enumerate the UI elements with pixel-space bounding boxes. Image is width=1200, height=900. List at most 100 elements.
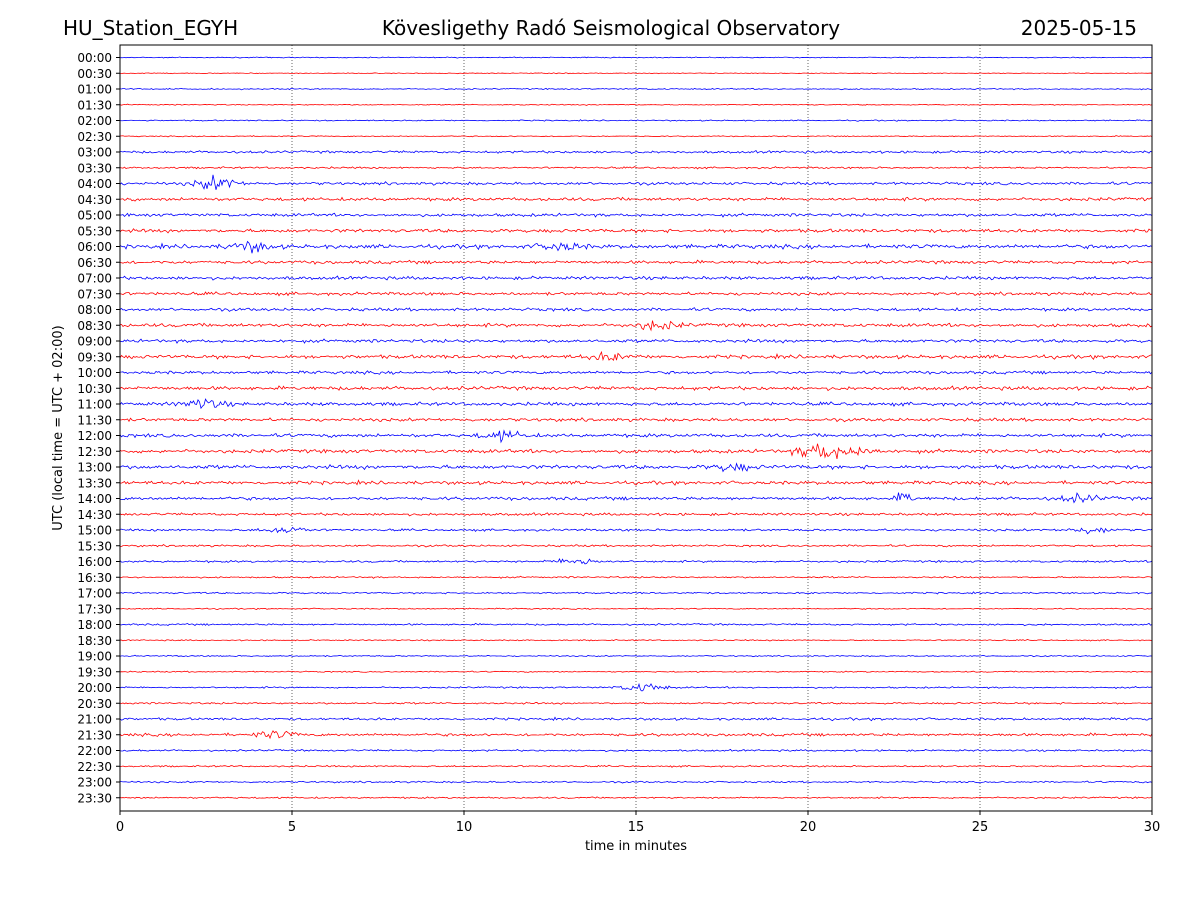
trace-0600 — [119, 240, 1153, 254]
y-tick-label-0400: 04:00 — [77, 177, 112, 191]
trace-0130 — [119, 103, 1153, 106]
trace-0900 — [119, 338, 1153, 344]
y-tick-label-1630: 16:30 — [77, 571, 112, 585]
trace-0800 — [119, 307, 1153, 312]
y-tick-label-1600: 16:00 — [77, 555, 112, 569]
grid-lines — [291, 45, 981, 811]
trace-2000 — [119, 682, 1153, 692]
trace-layer — [119, 56, 1153, 800]
date-label: 2025-05-15 — [1020, 16, 1137, 40]
trace-1600 — [119, 558, 1153, 565]
trace-1230 — [119, 443, 1152, 459]
x-axis-label: time in minutes — [585, 839, 687, 854]
y-tick-label-2100: 21:00 — [77, 713, 112, 727]
y-tick-label-1330: 13:30 — [77, 476, 112, 490]
y-tick-label-1830: 18:30 — [77, 634, 112, 648]
y-tick-label-1800: 18:00 — [77, 618, 112, 632]
trace-2030 — [119, 701, 1153, 705]
trace-1830 — [119, 639, 1153, 642]
station-label: HU_Station_EGYH — [63, 16, 239, 40]
trace-1700 — [119, 591, 1153, 595]
y-tick-label-1930: 19:30 — [77, 665, 112, 679]
y-tick-label-1530: 15:30 — [77, 539, 112, 553]
y-tick-label-1430: 14:30 — [77, 508, 112, 522]
y-tick-label-0230: 02:30 — [77, 130, 112, 144]
trace-2230 — [119, 764, 1153, 768]
x-tick-label-15: 15 — [628, 820, 645, 835]
y-tick-label-2200: 22:00 — [77, 744, 112, 758]
y-tick-label-1100: 11:00 — [77, 398, 112, 412]
trace-1000 — [119, 369, 1153, 376]
trace-1100 — [119, 398, 1153, 410]
y-tick-label-0600: 06:00 — [77, 240, 112, 254]
trace-0330 — [119, 166, 1153, 170]
y-tick-label-2030: 20:30 — [77, 697, 112, 711]
y-tick-label-0500: 05:00 — [77, 209, 112, 223]
x-tick-label-30: 30 — [1144, 820, 1161, 835]
y-tick-label-0130: 01:30 — [77, 98, 112, 112]
trace-1730 — [119, 607, 1153, 611]
y-tick-label-0730: 07:30 — [77, 287, 112, 301]
trace-1800 — [119, 622, 1153, 627]
y-tick-label-2130: 21:30 — [77, 728, 112, 742]
trace-2100 — [119, 716, 1153, 722]
trace-1200 — [119, 429, 1153, 444]
trace-2200 — [119, 748, 1153, 753]
trace-0830 — [119, 320, 1153, 332]
y-tick-label-0800: 08:00 — [77, 303, 112, 317]
y-tick-label-1730: 17:30 — [77, 602, 112, 616]
trace-1900 — [119, 654, 1153, 658]
y-tick-label-1700: 17:00 — [77, 587, 112, 601]
y-tick-label-0430: 04:30 — [77, 193, 112, 207]
trace-1030 — [119, 385, 1153, 392]
trace-0500 — [119, 212, 1153, 218]
y-tick-label-0100: 01:00 — [77, 83, 112, 97]
y-tick-label-1300: 13:00 — [77, 461, 112, 475]
trace-0630 — [119, 259, 1153, 265]
trace-1400 — [119, 492, 1153, 504]
y-tick-label-1000: 10:00 — [77, 366, 112, 380]
y-tick-label-1230: 12:30 — [77, 445, 112, 459]
y-tick-label-0030: 00:30 — [77, 67, 112, 81]
y-tick-label-0930: 09:30 — [77, 350, 112, 364]
y-tick-label-0330: 03:30 — [77, 161, 112, 175]
trace-1130 — [119, 417, 1153, 423]
y-tick-label-2000: 20:00 — [77, 681, 112, 695]
x-tick-label-25: 25 — [972, 820, 989, 835]
trace-0100 — [119, 87, 1153, 91]
trace-1430 — [119, 512, 1153, 517]
trace-0730 — [119, 291, 1153, 297]
trace-0300 — [119, 149, 1153, 155]
y-tick-label-0900: 09:00 — [77, 335, 112, 349]
y-tick-label-1130: 11:30 — [77, 413, 112, 427]
x-tick-label-20: 20 — [800, 820, 817, 835]
trace-1300 — [119, 462, 1153, 473]
trace-1930 — [119, 670, 1153, 673]
y-tick-label-2230: 22:30 — [77, 760, 112, 774]
y-tick-label-0700: 07:00 — [77, 272, 112, 286]
y-tick-label-2330: 23:30 — [77, 791, 112, 805]
trace-2330 — [119, 796, 1153, 800]
x-tick-label-0: 0 — [116, 820, 124, 835]
trace-0400 — [119, 174, 1153, 190]
trace-0030 — [119, 72, 1153, 75]
trace-0430 — [119, 196, 1153, 202]
y-tick-label-1030: 10:30 — [77, 382, 112, 396]
y-tick-label-2300: 23:00 — [77, 776, 112, 790]
y-axis-label: UTC (local time = UTC + 02:00) — [51, 325, 66, 530]
chart-title: Kövesligethy Radó Seismological Observat… — [381, 16, 841, 40]
y-tick-label-0300: 03:00 — [77, 146, 112, 160]
x-tick-label-10: 10 — [456, 820, 473, 835]
trace-1630 — [119, 575, 1153, 579]
trace-0000 — [119, 56, 1153, 59]
x-axis: 0 5 10 15 20 25 30 — [116, 811, 1160, 835]
y-tick-label-1200: 12:00 — [77, 429, 112, 443]
y-tick-label-0200: 02:00 — [77, 114, 112, 128]
trace-0930 — [119, 350, 1153, 362]
trace-1500 — [119, 526, 1153, 535]
y-tick-label-1400: 14:00 — [77, 492, 112, 506]
trace-1330 — [119, 479, 1153, 486]
y-tick-label-0830: 08:30 — [77, 319, 112, 333]
